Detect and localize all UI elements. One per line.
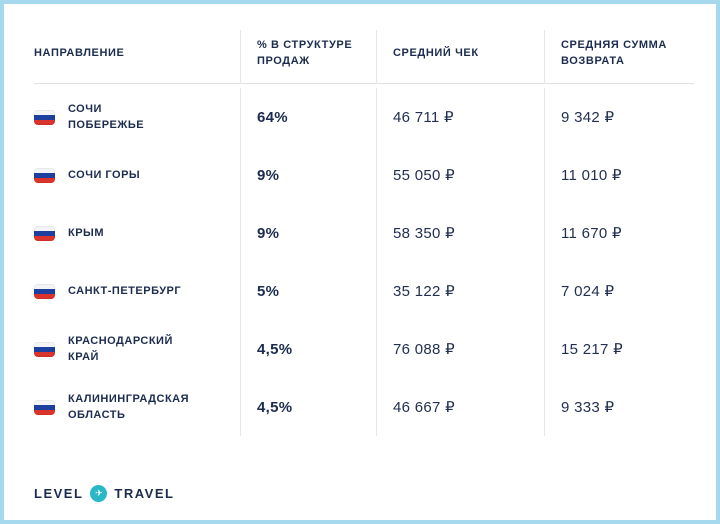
- column-header-label: % В СТРУКТУРЕ ПРОДАЖ: [257, 38, 353, 67]
- table-row-destination: КРЫМ: [34, 204, 240, 262]
- column-header-label: НАПРАВЛЕНИЕ: [34, 46, 125, 59]
- column-header-label: СРЕДНИЙ ЧЕК: [393, 46, 479, 59]
- column-header-average-check: СРЕДНИЙ ЧЕК: [376, 30, 544, 84]
- table-cell-average-check: 46 711 ₽: [376, 88, 544, 146]
- table-cell-average-refund: 9 342 ₽: [544, 88, 694, 146]
- table-cell-share: 9%: [240, 146, 376, 204]
- column-header-sales-share: % В СТРУКТУРЕ ПРОДАЖ: [240, 30, 376, 84]
- plane-icon: ✈: [95, 488, 103, 498]
- share-value: 4,5%: [257, 398, 293, 416]
- column-header-average-refund: СРЕДНЯЯ СУММА ВОЗВРАТА: [544, 30, 694, 84]
- table-row-destination: СОЧИ ПОБЕРЕЖЬЕ: [34, 88, 240, 146]
- table-cell-share: 9%: [240, 204, 376, 262]
- table-cell-average-check: 55 050 ₽: [376, 146, 544, 204]
- average-refund-value: 7 024 ₽: [561, 283, 615, 300]
- russia-flag-icon: [34, 109, 55, 125]
- destination-label: САНКТ-ПЕТЕРБУРГ: [68, 284, 182, 297]
- russia-flag-icon: [34, 167, 55, 183]
- table-cell-average-refund: 9 333 ₽: [544, 378, 694, 436]
- column-header-destination: НАПРАВЛЕНИЕ: [34, 30, 240, 84]
- share-value: 9%: [257, 166, 280, 184]
- share-value: 5%: [257, 282, 280, 300]
- average-check-value: 55 050 ₽: [393, 167, 455, 184]
- logo-text-level: LEVEL: [34, 486, 84, 501]
- average-refund-value: 9 333 ₽: [561, 399, 615, 416]
- plane-circle-icon: ✈: [90, 485, 108, 502]
- russia-flag-icon: [34, 341, 55, 357]
- table-cell-share: 4,5%: [240, 320, 376, 378]
- average-check-value: 46 667 ₽: [393, 399, 455, 416]
- destination-label: КАЛИНИНГРАДСКАЯ ОБЛАСТЬ: [68, 392, 190, 422]
- table-cell-share: 5%: [240, 262, 376, 320]
- average-check-value: 46 711 ₽: [393, 109, 454, 126]
- russia-flag-icon: [34, 283, 55, 299]
- share-value: 64%: [257, 108, 288, 126]
- destination-label: СОЧИ ГОРЫ: [68, 168, 141, 181]
- table-cell-share: 4,5%: [240, 378, 376, 436]
- table-cell-share: 64%: [240, 88, 376, 146]
- russia-flag-icon: [34, 399, 55, 415]
- table-cell-average-check: 58 350 ₽: [376, 204, 544, 262]
- table-row-destination: КРАСНОДАРСКИЙ КРАЙ: [34, 320, 240, 378]
- destination-label: СОЧИ ПОБЕРЕЖЬЕ: [68, 102, 145, 132]
- average-refund-value: 11 670 ₽: [561, 225, 622, 242]
- table-cell-average-check: 76 088 ₽: [376, 320, 544, 378]
- average-refund-value: 11 010 ₽: [561, 167, 622, 184]
- share-value: 4,5%: [257, 340, 293, 358]
- column-header-label: СРЕДНЯЯ СУММА ВОЗВРАТА: [561, 38, 667, 67]
- average-check-value: 35 122 ₽: [393, 283, 455, 300]
- level-travel-logo: LEVEL ✈ TRAVEL: [34, 485, 174, 502]
- table-row-destination: СОЧИ ГОРЫ: [34, 146, 240, 204]
- table-row-destination: САНКТ-ПЕТЕРБУРГ: [34, 262, 240, 320]
- table-row-destination: КАЛИНИНГРАДСКАЯ ОБЛАСТЬ: [34, 378, 240, 436]
- table-cell-average-check: 46 667 ₽: [376, 378, 544, 436]
- average-check-value: 58 350 ₽: [393, 225, 455, 242]
- table-cell-average-refund: 11 670 ₽: [544, 204, 694, 262]
- logo-text-travel: TRAVEL: [114, 486, 175, 501]
- average-check-value: 76 088 ₽: [393, 341, 455, 358]
- table-cell-average-check: 35 122 ₽: [376, 262, 544, 320]
- average-refund-value: 9 342 ₽: [561, 109, 615, 126]
- destination-label: КРЫМ: [68, 226, 104, 239]
- table-cell-average-refund: 15 217 ₽: [544, 320, 694, 378]
- russia-flag-icon: [34, 225, 55, 241]
- table-cell-average-refund: 11 010 ₽: [544, 146, 694, 204]
- average-refund-value: 15 217 ₽: [561, 341, 623, 358]
- destination-label: КРАСНОДАРСКИЙ КРАЙ: [68, 334, 173, 364]
- destinations-table: НАПРАВЛЕНИЕ % В СТРУКТУРЕ ПРОДАЖ СРЕДНИЙ…: [34, 30, 694, 436]
- share-value: 9%: [257, 224, 280, 242]
- table-cell-average-refund: 7 024 ₽: [544, 262, 694, 320]
